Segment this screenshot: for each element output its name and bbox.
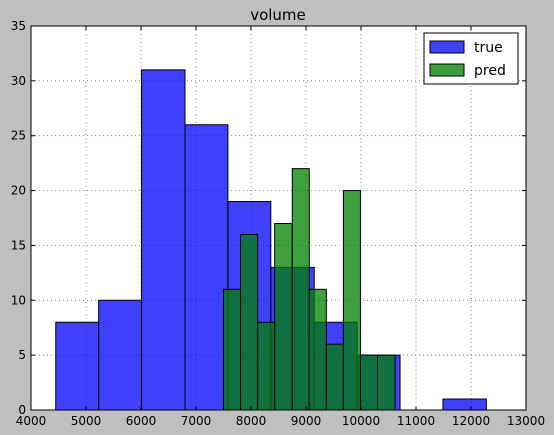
x-tick-label: 8000: [236, 414, 267, 428]
legend-label-true: true: [474, 40, 503, 56]
x-tick-label: 12000: [452, 414, 490, 428]
x-tick-label: 11000: [397, 414, 435, 428]
y-tick-label: 15: [11, 238, 26, 252]
plot-frame: [30, 25, 527, 411]
x-tick-label: 7000: [181, 414, 212, 428]
y-tick-label: 10: [11, 293, 26, 307]
x-tick-label: 13000: [507, 414, 545, 428]
histogram-bar-pred: [359, 354, 379, 411]
x-tick-label: 4000: [16, 414, 47, 428]
chart-title: volume: [250, 6, 306, 24]
histogram-bar-pred: [291, 168, 310, 411]
histogram-bar-true: [98, 299, 143, 411]
histogram-bar-pred: [223, 288, 242, 411]
histogram-bars: [55, 69, 487, 411]
histogram-bar-pred: [240, 233, 259, 411]
y-tick-label: 5: [18, 348, 26, 362]
y-tick-label: 30: [11, 74, 26, 88]
histogram-bar-true: [141, 69, 186, 411]
y-tick-label: 35: [11, 19, 26, 33]
histogram-bar-true: [55, 321, 100, 411]
histogram-bar-pred: [342, 190, 361, 411]
histogram-bar-true: [184, 124, 229, 411]
histogram-bar-pred: [325, 343, 344, 411]
x-tick-label: 6000: [126, 414, 157, 428]
histogram-bar-pred: [377, 354, 396, 411]
histogram-bar-true: [442, 398, 487, 411]
histogram-bar-pred: [257, 321, 276, 411]
y-tick-label: 25: [11, 129, 26, 143]
histogram-bar-pred: [274, 222, 293, 411]
axis-ticks: 4000 5000 6000 7000 8000 9000 10000 11000 12000 1…: [11, 19, 545, 428]
y-tick-label: 20: [11, 184, 26, 198]
legend-swatch-true: [429, 40, 465, 54]
legend: true pred: [423, 32, 519, 85]
legend-label-pred: pred: [474, 63, 506, 79]
x-tick-label: 5000: [71, 414, 102, 428]
histogram-bar-pred: [308, 288, 327, 411]
legend-swatch-pred: [429, 63, 465, 77]
x-tick-label: 9000: [291, 414, 322, 428]
y-tick-label: 0: [18, 403, 26, 417]
x-tick-label: 10000: [342, 414, 380, 428]
